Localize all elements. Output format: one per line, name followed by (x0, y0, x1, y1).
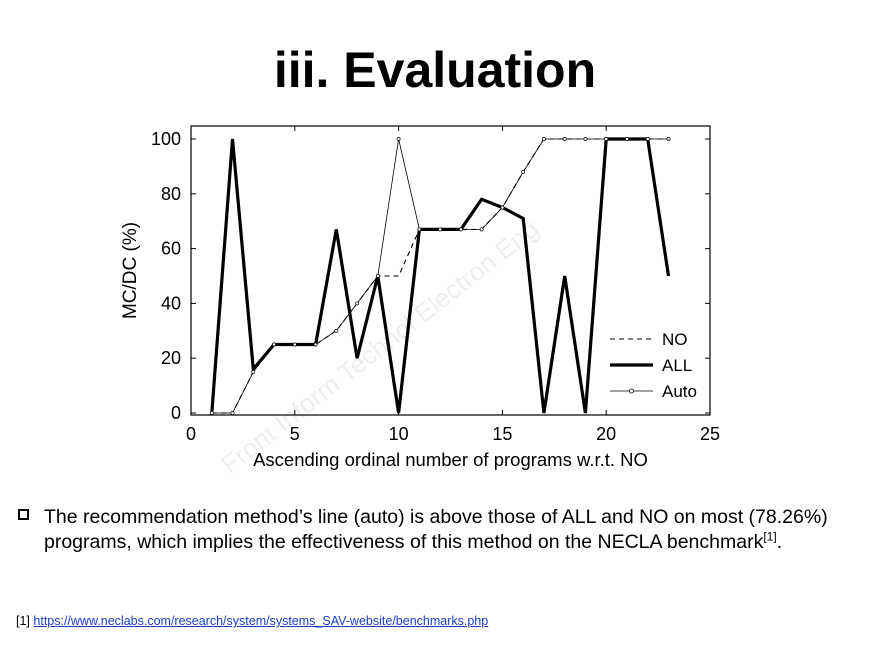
x-tick-label: 0 (186, 424, 196, 444)
mcdc-line-chart: Front Inform Technol Electron Eng 0 5 10 15… (120, 125, 720, 480)
series-point-auto (521, 169, 526, 174)
series-line-all (210, 137, 671, 414)
y-tick-label: 80 (161, 184, 181, 204)
legend-label-no: NO (662, 330, 688, 349)
legend-label-all: ALL (662, 356, 692, 375)
series-point-auto (209, 411, 214, 415)
series-point-auto (666, 137, 671, 141)
bullet-square-icon (18, 509, 29, 520)
series-point-auto (458, 227, 463, 232)
series-line-no (211, 138, 669, 414)
bullet-point: The recommendation method’s line (auto) … (18, 505, 838, 554)
series-point-auto (272, 342, 276, 347)
footnote-marker: [1] (16, 614, 30, 628)
series-point-auto (396, 137, 401, 141)
series-point-auto (604, 137, 609, 141)
series-point-auto (500, 205, 505, 210)
footnote-link[interactable]: https://www.neclabs.com/research/system/… (33, 614, 489, 628)
legend-label-auto: Auto (662, 382, 697, 401)
chart-legend: NO ALL Auto (610, 330, 697, 401)
series-point-auto (334, 328, 339, 333)
y-tick-label: 100 (151, 129, 181, 149)
series-point-auto (583, 137, 588, 141)
series-point-auto (292, 342, 297, 347)
x-tick-label: 25 (700, 424, 720, 444)
series-point-auto (541, 137, 546, 141)
legend-marker-auto (629, 388, 634, 394)
series-point-auto (645, 137, 650, 141)
chart-axes (190, 125, 711, 416)
series-line-auto (211, 138, 669, 414)
x-tick-label: 5 (290, 424, 300, 444)
series-point-auto (313, 342, 318, 347)
series-point-auto (438, 227, 443, 232)
bullet-end: . (776, 530, 783, 553)
x-tick-label: 10 (389, 424, 409, 444)
bullet-text: The recommendation method’s line (auto) … (44, 506, 828, 553)
y-tick-label: 20 (161, 348, 181, 368)
series-point-auto (375, 274, 380, 278)
slide-title: iii. Evaluation (273, 42, 597, 98)
series-point-auto (230, 411, 235, 415)
chart-ticks: 0 5 10 15 20 25 0 20 40 60 80 100 (151, 126, 720, 444)
series-point-auto (251, 369, 256, 374)
y-tick-label: 0 (171, 403, 181, 423)
plot-frame (190, 125, 711, 416)
series-point-auto (625, 137, 629, 141)
bullet-reference: [1] (763, 529, 777, 543)
bullet-text-block: The recommendation method’s line (auto) … (18, 505, 838, 554)
x-tick-label: 15 (492, 424, 512, 444)
y-tick-label: 40 (161, 293, 181, 313)
y-tick-label: 60 (161, 239, 181, 259)
x-tick-label: 20 (596, 424, 616, 444)
series-point-auto (562, 137, 567, 141)
series-point-auto (479, 227, 484, 232)
chart-axis-labels: Ascending ordinal number of programs w.r… (120, 222, 648, 470)
series-point-auto (355, 301, 360, 306)
chart-series (209, 137, 671, 415)
footnote: [1] https://www.neclabs.com/research/sys… (16, 614, 488, 628)
y-axis-label: MC/DC (%) (120, 222, 141, 319)
x-axis-label: Ascending ordinal number of programs w.r… (253, 449, 648, 470)
series-point-auto (417, 227, 422, 232)
